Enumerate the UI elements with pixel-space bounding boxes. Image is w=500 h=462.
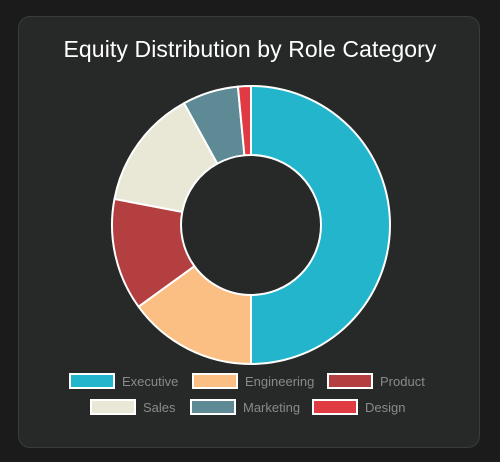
legend-swatch [69, 373, 115, 389]
legend-swatch [327, 373, 373, 389]
legend-swatch [90, 399, 136, 415]
legend-item-marketing[interactable]: Marketing [190, 399, 300, 415]
legend-item-sales[interactable]: Sales [90, 399, 176, 415]
legend-swatch [192, 373, 238, 389]
legend-label: Marketing [243, 400, 300, 415]
chart-legend: Executive Engineering Product Sales Marketin… [69, 373, 425, 415]
legend-label: Executive [122, 374, 178, 389]
legend-label: Sales [143, 400, 176, 415]
legend-label: Engineering [245, 374, 314, 389]
legend-item-executive[interactable]: Executive [69, 373, 178, 389]
legend-item-design[interactable]: Design [312, 399, 405, 415]
legend-item-product[interactable]: Product [327, 373, 425, 389]
legend-label: Design [365, 400, 405, 415]
slice-executive[interactable] [250, 85, 391, 365]
donut-slices [111, 85, 391, 365]
legend-swatch [190, 399, 236, 415]
chart-title: Equity Distribution by Role Category [63, 36, 437, 62]
legend-swatch [312, 399, 358, 415]
legend-label: Product [380, 374, 425, 389]
slice-design[interactable] [236, 85, 252, 157]
legend-item-engineering[interactable]: Engineering [192, 373, 314, 389]
